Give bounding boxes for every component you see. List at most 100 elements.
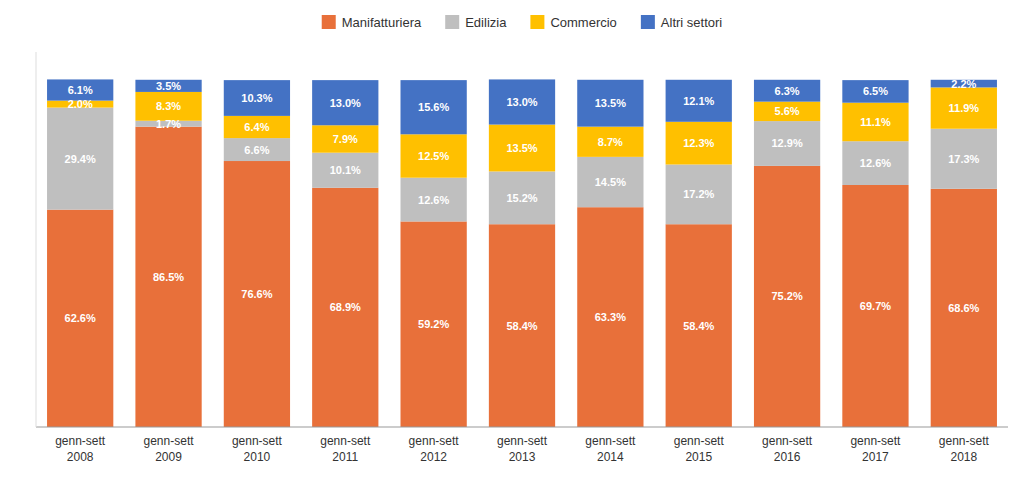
data-label: 15.6% bbox=[418, 101, 449, 113]
x-tick-label: genn-sett2016 bbox=[762, 434, 813, 464]
data-label: 2.2% bbox=[951, 78, 976, 90]
data-label: 13.0% bbox=[506, 96, 537, 108]
bar-segment bbox=[666, 224, 732, 427]
data-label: 13.5% bbox=[506, 142, 537, 154]
bar-segment bbox=[312, 125, 378, 152]
bar-segment bbox=[754, 166, 820, 427]
bar-segment bbox=[842, 141, 908, 185]
data-label: 13.0% bbox=[330, 97, 361, 109]
bar-segment bbox=[577, 80, 643, 127]
bar-segment bbox=[489, 224, 555, 427]
legend-label: Edilizia bbox=[465, 15, 507, 30]
bar-segment bbox=[401, 221, 467, 427]
x-tick-label: genn-sett2013 bbox=[497, 434, 548, 464]
y-axis-line bbox=[36, 52, 37, 427]
bar-segment bbox=[47, 108, 113, 210]
bar-segment bbox=[754, 102, 820, 121]
bar-segment bbox=[842, 80, 908, 103]
data-label: 6.6% bbox=[244, 144, 269, 156]
data-label: 13.5% bbox=[595, 97, 626, 109]
legend-swatch bbox=[322, 15, 336, 29]
x-tick-label: genn-sett2008 bbox=[55, 434, 106, 464]
data-label: 6.3% bbox=[775, 85, 800, 97]
legend-item: Manifatturiera bbox=[322, 15, 422, 30]
x-tick-label: genn-sett2014 bbox=[585, 434, 636, 464]
data-label: 2.0% bbox=[68, 98, 93, 110]
bar-segment bbox=[401, 80, 467, 134]
bar-segment bbox=[312, 153, 378, 188]
bar-segment bbox=[754, 80, 820, 102]
data-label: 14.5% bbox=[595, 176, 626, 188]
data-label: 7.9% bbox=[333, 133, 358, 145]
data-label: 11.9% bbox=[949, 102, 980, 114]
bar-segment bbox=[577, 157, 643, 207]
axes: genn-sett2008 genn-sett2009 genn-sett2010 g… bbox=[36, 52, 1008, 464]
data-label: 3.5% bbox=[156, 80, 181, 92]
bar-segment bbox=[224, 116, 290, 138]
bar-segment bbox=[489, 79, 555, 124]
bar-segment bbox=[224, 80, 290, 116]
data-label: 12.6% bbox=[860, 157, 891, 169]
data-label: 12.3% bbox=[683, 137, 714, 149]
bar-segment bbox=[47, 210, 113, 427]
bar-segment bbox=[489, 125, 555, 172]
legend: Manifatturiera Edilizia Commercio Altri set… bbox=[322, 15, 723, 30]
bar-segment bbox=[842, 103, 908, 142]
data-label: 58.4% bbox=[506, 320, 537, 332]
bar-segment bbox=[135, 92, 201, 121]
x-tick-label: genn-sett2009 bbox=[144, 434, 195, 464]
bar-segment bbox=[666, 122, 732, 165]
bar-segment bbox=[931, 87, 997, 128]
data-label: 62.6% bbox=[65, 312, 96, 324]
data-label: 63.3% bbox=[595, 311, 626, 323]
data-label: 5.6% bbox=[775, 105, 800, 117]
data-label: 29.4% bbox=[65, 153, 96, 165]
bar-segment bbox=[577, 127, 643, 157]
x-tick-label: genn-sett2011 bbox=[320, 434, 371, 464]
data-label: 12.9% bbox=[771, 137, 802, 149]
bar-segment bbox=[666, 165, 732, 225]
legend-label: Altri settori bbox=[661, 15, 723, 30]
legend-label: Manifatturiera bbox=[342, 15, 422, 30]
chart-svg: 62.6% 86.5% 76.6% 68.9% 59.2% 58.4% 63.3% 58.4%… bbox=[0, 0, 1024, 493]
bars bbox=[47, 79, 997, 427]
data-label: 17.2% bbox=[683, 188, 714, 200]
x-tick-label: genn-sett2010 bbox=[232, 434, 283, 464]
legend-item: Edilizia bbox=[445, 15, 507, 30]
legend-swatch bbox=[641, 15, 655, 29]
data-label: 12.6% bbox=[418, 194, 449, 206]
bar-segment bbox=[666, 80, 732, 122]
bar-segment bbox=[135, 127, 201, 427]
bar-segment bbox=[224, 138, 290, 161]
legend-label: Commercio bbox=[550, 15, 616, 30]
data-label: 86.5% bbox=[153, 271, 184, 283]
data-label: 8.3% bbox=[156, 100, 181, 112]
data-label: 8.7% bbox=[598, 136, 623, 148]
bar-segment bbox=[754, 121, 820, 166]
data-label: 17.3% bbox=[948, 153, 979, 165]
data-labels: 62.6% 86.5% 76.6% 68.9% 59.2% 58.4% 63.3% 58.4%… bbox=[65, 78, 980, 332]
data-label: 76.6% bbox=[241, 288, 272, 300]
data-label: 1.7% bbox=[156, 118, 181, 130]
x-tick-label: genn-sett2015 bbox=[674, 434, 725, 464]
legend-item: Commercio bbox=[530, 15, 616, 30]
chart-container: 62.6% 86.5% 76.6% 68.9% 59.2% 58.4% 63.3% 58.4%… bbox=[0, 0, 1024, 493]
data-label: 15.2% bbox=[506, 192, 537, 204]
x-tick-label: genn-sett2017 bbox=[850, 434, 901, 464]
data-label: 68.9% bbox=[330, 301, 361, 313]
bar-segment bbox=[401, 178, 467, 222]
data-label: 68.6% bbox=[948, 302, 979, 314]
bar-segment bbox=[931, 129, 997, 189]
x-tick-label: genn-sett2012 bbox=[409, 434, 460, 464]
bar-segment bbox=[842, 185, 908, 427]
data-label: 58.4% bbox=[683, 320, 714, 332]
data-label: 12.5% bbox=[418, 150, 449, 162]
data-label: 59.2% bbox=[418, 318, 449, 330]
legend-swatch bbox=[445, 15, 459, 29]
data-label: 6.1% bbox=[68, 84, 93, 96]
data-label: 6.5% bbox=[863, 85, 888, 97]
data-label: 11.1% bbox=[860, 116, 891, 128]
data-label: 10.3% bbox=[241, 92, 272, 104]
bar-segment bbox=[931, 189, 997, 427]
legend-item: Altri settori bbox=[641, 15, 723, 30]
